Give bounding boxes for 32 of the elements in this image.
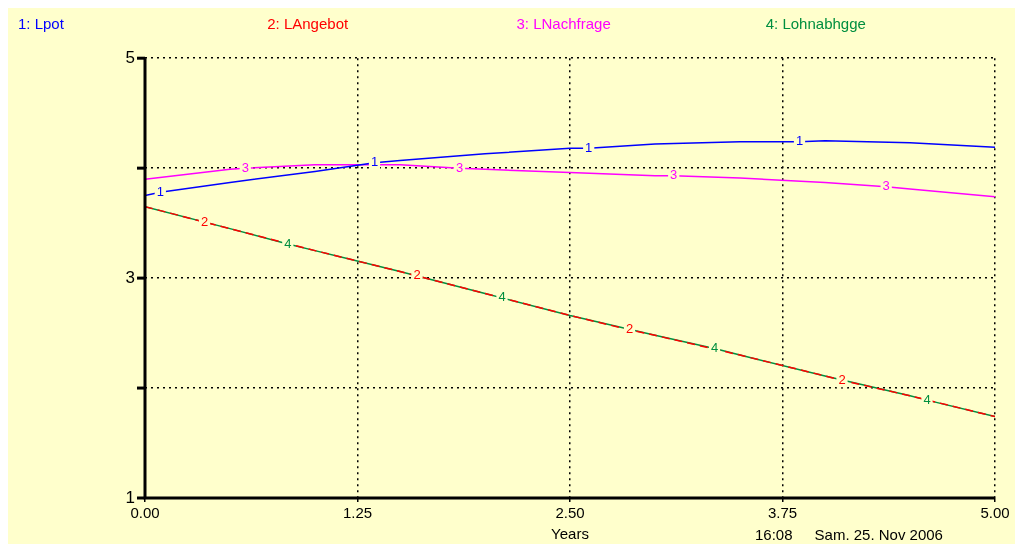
text: 1: Lpot xyxy=(17,14,65,32)
text: Sam. 25. Nov 2006 xyxy=(814,525,943,543)
x-axis-title: Years xyxy=(551,525,589,543)
y-tick-label: 3 xyxy=(125,267,135,287)
annotation: 1 xyxy=(585,139,593,155)
annotation: 3 xyxy=(882,178,890,194)
annotation: 4 xyxy=(284,235,292,251)
annotation: 1 xyxy=(370,154,379,170)
y-tick-label: 5 xyxy=(125,47,135,67)
text: 2: LAngebot xyxy=(267,14,350,32)
annotation: 2 xyxy=(413,267,421,283)
x-tick-label: 5.00 xyxy=(980,504,1010,522)
annotation: 4 xyxy=(710,340,719,356)
x-tick-label: 3.75 xyxy=(767,504,798,522)
annotation: 1 xyxy=(795,133,804,149)
x-tick-label: 2.50 xyxy=(555,504,585,522)
annotation: 3 xyxy=(670,167,678,183)
annotation: 1 xyxy=(156,183,164,199)
annotation: 4 xyxy=(923,391,931,407)
y-tick-label: 1 xyxy=(125,487,135,507)
text: 16:08 xyxy=(755,525,793,543)
annotation: 3 xyxy=(241,159,249,175)
annotation: 3 xyxy=(455,159,464,175)
line-series xyxy=(145,205,995,418)
x-tick-label: 0.00 xyxy=(130,504,160,522)
x-tick-label: 1.25 xyxy=(342,504,373,522)
annotation: 2 xyxy=(625,321,634,337)
text: 3: LNachfrage xyxy=(516,14,612,32)
annotation: 2 xyxy=(838,371,846,387)
text: 4: Lohnabhgge xyxy=(765,14,867,32)
annotation: 4 xyxy=(498,289,506,305)
annotation: 2 xyxy=(200,213,209,229)
